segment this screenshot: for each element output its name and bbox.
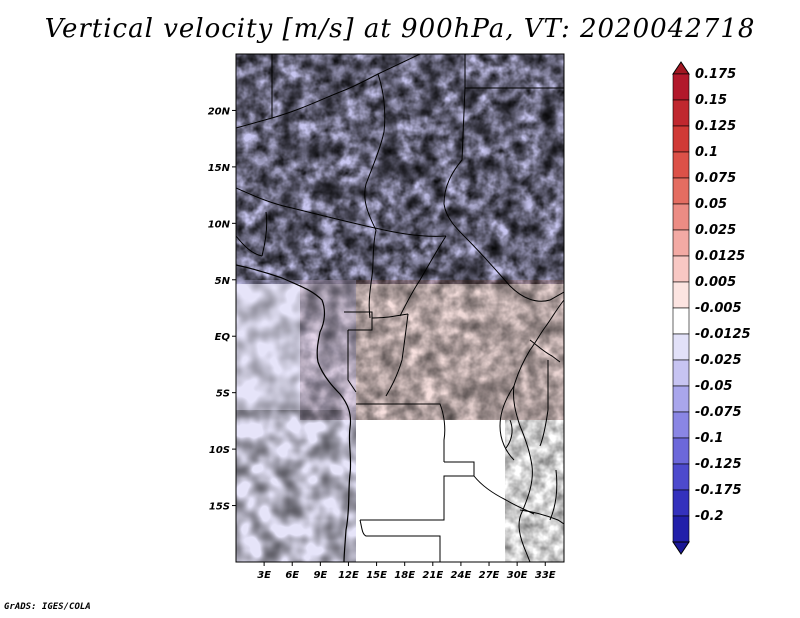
lat-tick-label: 20N [208,106,231,117]
colorbar-swatch [672,515,690,543]
lon-tick-label: 33E [535,570,556,581]
colorbar-label: 0.175 [695,67,736,82]
colorbar: 0.175 0.15 0.125 0.1 0.075 0.05 0.025 0.0125 0.0… [672,61,751,555]
lon-tick-label: 21E [422,570,443,581]
colorbar-label: -0.2 [695,509,723,524]
colorbar-label: 0.0125 [695,249,745,264]
longitude-axis: 3E 6E 9E 12E 15E 18E 21E 24E 27E 30E 33E [257,562,556,581]
colorbar-label: 0.05 [695,197,727,212]
lon-tick-label: 6E [285,570,299,581]
lon-tick-label: 27E [479,570,500,581]
latitude-axis: 20N 15N 10N 5N EQ 5S 10S 15S [208,106,236,513]
colorbar-label: 0.005 [695,275,736,290]
lon-tick-label: 3E [257,570,271,581]
colorbar-swatch [672,99,690,127]
colorbar-bottom-cap [672,541,690,555]
colorbar-label: -0.025 [695,353,742,368]
boundaries [236,54,564,562]
colorbar-swatch [672,73,690,101]
colorbar-swatch [672,151,690,179]
colorbar-swatch [672,281,690,309]
lon-tick-label: 12E [338,570,359,581]
colorbar-label: 0.075 [695,171,736,186]
colorbar-label: -0.1 [695,431,723,446]
colorbar-label: -0.05 [695,379,732,394]
colorbar-swatch [672,359,690,387]
lat-tick-label: 15S [209,502,230,513]
colorbar-swatch [672,307,690,335]
colorbar-label: 0.1 [695,145,718,160]
colorbar-swatch [672,333,690,361]
lon-tick-label: 30E [507,570,528,581]
colorbar-label: -0.125 [695,457,742,472]
colorbar-swatch [672,411,690,439]
colorbar-label: -0.0125 [695,327,751,342]
lon-tick-label: 15E [366,570,387,581]
grads-credit: GrADS: IGES/COLA [4,602,91,612]
lat-tick-label: 5N [215,276,231,287]
colorbar-label: -0.005 [695,301,742,316]
colorbar-label: 0.15 [695,93,727,108]
colorbar-swatch [672,125,690,153]
colorbar-label: 0.025 [695,223,736,238]
lat-tick-label: 15N [208,163,231,174]
colorbar-swatch [672,385,690,413]
lon-tick-label: 9E [313,570,327,581]
colorbar-label: -0.075 [695,405,742,420]
colorbar-swatch [672,177,690,205]
colorbar-swatch [672,229,690,257]
map-frame [235,53,565,563]
colorbar-label: 0.125 [695,119,736,134]
lat-tick-label: EQ [215,332,231,343]
colorbar-swatch [672,203,690,231]
colorbar-swatch [672,255,690,283]
colorbar-swatch [672,437,690,465]
colorbar-swatch [672,489,690,517]
lon-tick-label: 18E [394,570,415,581]
figure-title: Vertical velocity [m/s] at 900hPa, VT: 2… [44,14,756,44]
velocity-field [236,54,564,562]
colorbar-label: -0.175 [695,483,742,498]
lon-tick-label: 24E [451,570,472,581]
lat-tick-label: 10S [209,445,230,456]
lat-tick-label: 5S [216,389,230,400]
lat-tick-label: 10N [208,219,231,230]
colorbar-top-cap [672,61,690,75]
colorbar-swatch [672,463,690,491]
